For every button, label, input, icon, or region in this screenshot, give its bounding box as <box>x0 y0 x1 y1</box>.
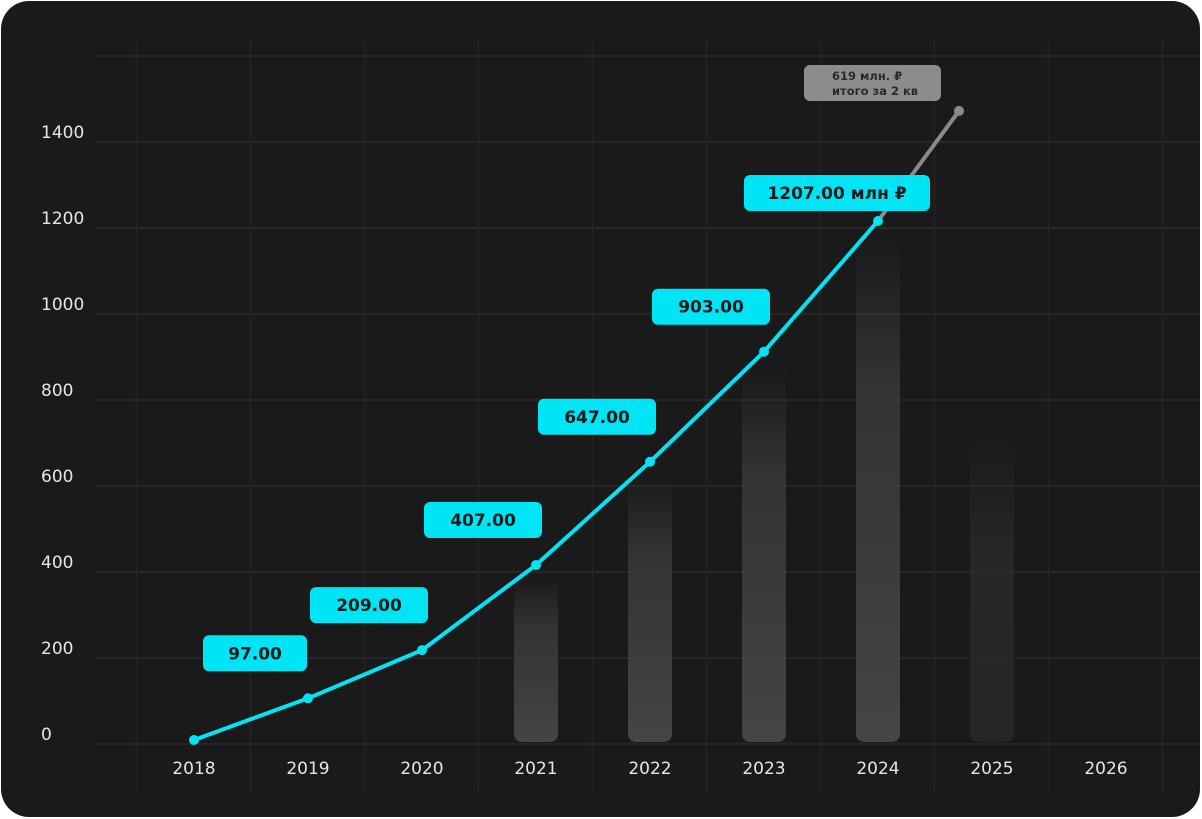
projection-point <box>954 105 964 116</box>
data-label-box <box>203 635 307 672</box>
y-tick-label: 1200 <box>41 209 84 229</box>
data-label-box <box>310 587 428 624</box>
y-tick-label: 200 <box>41 639 73 659</box>
x-tick-label: 2025 <box>970 759 1013 779</box>
data-point <box>417 645 427 656</box>
annotation-line-1: 619 млн. ₽ <box>832 69 902 83</box>
data-label: 407.00 <box>450 511 516 531</box>
bar-2021 <box>514 578 558 742</box>
x-tick-label: 2023 <box>742 759 785 779</box>
data-label: 209.00 <box>336 596 402 616</box>
x-tick-label: 2024 <box>856 759 899 779</box>
data-label: 903.00 <box>678 298 744 318</box>
data-label-box <box>538 398 656 435</box>
data-point <box>189 735 199 745</box>
data-point <box>531 559 541 570</box>
data-label-box <box>652 288 770 325</box>
bar-2022 <box>628 475 672 742</box>
x-tick-label: 2026 <box>1084 759 1127 779</box>
annotation-box <box>804 65 941 101</box>
data-point <box>873 215 883 226</box>
data-point <box>759 346 769 357</box>
annotation-line-2: итого за 2 кв <box>832 84 918 98</box>
data-label: 1207.00 млн ₽ <box>767 184 906 204</box>
y-tick-label: 600 <box>41 467 73 487</box>
y-tick-label: 800 <box>41 381 73 401</box>
data-label-box <box>744 174 930 211</box>
y-tick-label: 400 <box>41 553 73 573</box>
y-tick-label: 1400 <box>41 123 84 143</box>
data-point <box>645 456 655 467</box>
data-label-box <box>424 501 542 538</box>
x-tick-label: 2021 <box>514 759 557 779</box>
x-tick-label: 2022 <box>628 759 671 779</box>
y-tick-label: 0 <box>41 725 52 745</box>
x-tick-label: 2020 <box>400 759 443 779</box>
x-tick-label: 2019 <box>286 759 329 779</box>
x-tick-label: 2018 <box>172 759 215 779</box>
data-label: 647.00 <box>564 408 630 428</box>
bar-2023 <box>742 365 786 742</box>
data-label: 97.00 <box>228 644 282 664</box>
bar-2024 <box>856 234 900 743</box>
y-tick-label: 1000 <box>41 295 84 315</box>
data-point <box>303 693 313 704</box>
bar-2025 <box>970 430 1014 742</box>
